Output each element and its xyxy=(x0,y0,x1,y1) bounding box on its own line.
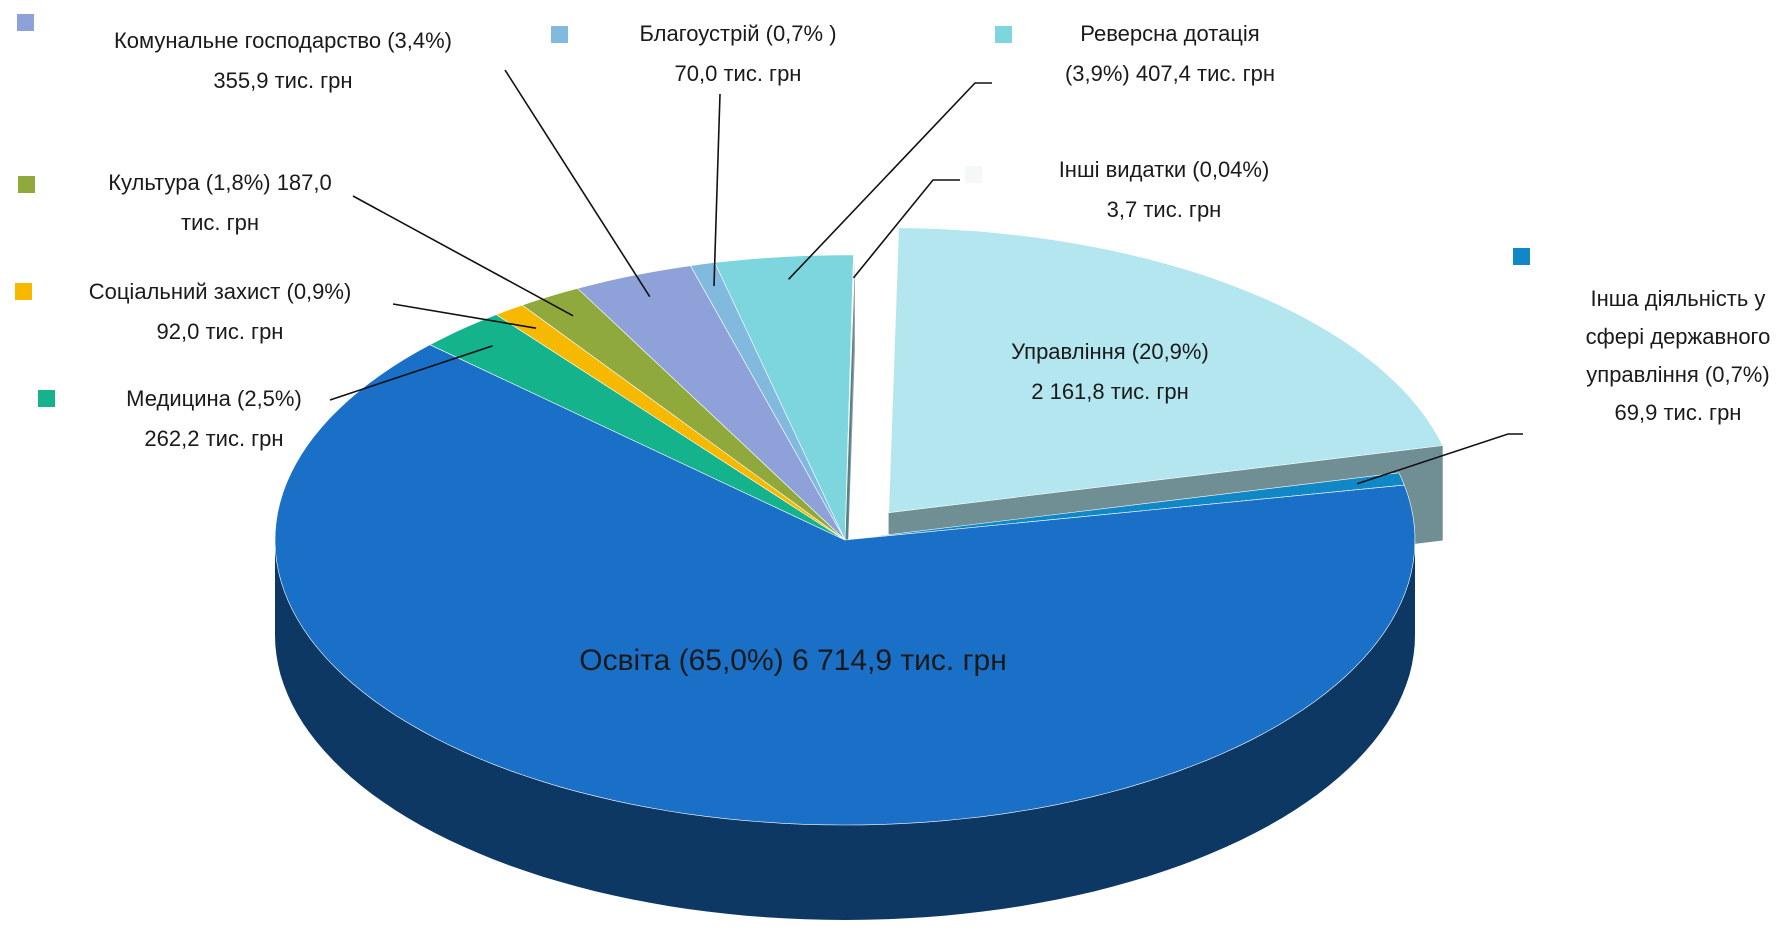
pie-slice xyxy=(429,314,846,541)
slice-label: управління (0,7%) xyxy=(1586,362,1769,387)
leader-line xyxy=(329,345,493,401)
pie-slice xyxy=(714,254,854,541)
slice-label: Благоустрій (0,7% ) xyxy=(639,21,836,46)
slice-label: Реверсна дотація xyxy=(1080,21,1259,46)
legend-swatch xyxy=(1513,248,1530,265)
slice-label: Соціальний захист (0,9%) xyxy=(89,279,352,304)
slice-label: Медицина (2,5%) xyxy=(126,386,302,411)
leader-line xyxy=(713,93,721,287)
slice-label: 2 161,8 тис. грн xyxy=(1031,379,1189,404)
legend-swatch xyxy=(551,26,568,43)
slice-label: тис. грн xyxy=(181,210,259,235)
leader-line xyxy=(352,195,574,317)
slice-label: 69,9 тис. грн xyxy=(1615,400,1742,425)
slice-label: 70,0 тис. грн xyxy=(675,61,802,86)
slice-label: (3,9%) 407,4 тис. грн xyxy=(1065,61,1275,86)
slice-label: 92,0 тис. грн xyxy=(157,319,284,344)
pie-slice xyxy=(844,254,856,541)
leader-line xyxy=(788,82,992,280)
slice-label: Управління (20,9%) xyxy=(1011,339,1209,364)
pie-slice xyxy=(576,265,846,541)
leader-line xyxy=(504,69,651,298)
legend-swatch xyxy=(995,26,1012,43)
pie-slice xyxy=(274,344,1416,826)
legend-swatch xyxy=(934,348,951,365)
leader-line xyxy=(392,303,537,329)
leader-line xyxy=(1356,433,1523,485)
slice-label: 262,2 тис. грн xyxy=(144,426,283,451)
legend-swatch xyxy=(18,176,35,193)
slice-label: Інша діяльність у xyxy=(1591,286,1766,311)
labels: Управління (20,9%) 2 161,8 тис. грн Інша д… xyxy=(15,14,1770,677)
slice-label: 355,9 тис. грн xyxy=(213,68,352,93)
legend-swatch xyxy=(965,166,982,183)
slice-label: сфері державного xyxy=(1586,324,1771,349)
legend-swatch xyxy=(17,14,34,31)
slice-label: 3,7 тис. грн xyxy=(1107,197,1222,222)
leader-line xyxy=(852,179,960,279)
slice-side-wall xyxy=(275,540,1415,920)
legend-swatch xyxy=(15,283,32,300)
slice-label: Культура (1,8%) 187,0 xyxy=(108,170,332,195)
slice-label: Інші видатки (0,04%) xyxy=(1059,157,1270,182)
pie-slice xyxy=(888,227,1444,514)
slice-label: Освіта (65,0%) 6 714,9 тис. грн xyxy=(579,644,1007,677)
legend-swatch xyxy=(38,390,55,407)
slice-label: Комунальне господарство (3,4%) xyxy=(114,28,452,53)
pie-tops xyxy=(274,227,1444,826)
